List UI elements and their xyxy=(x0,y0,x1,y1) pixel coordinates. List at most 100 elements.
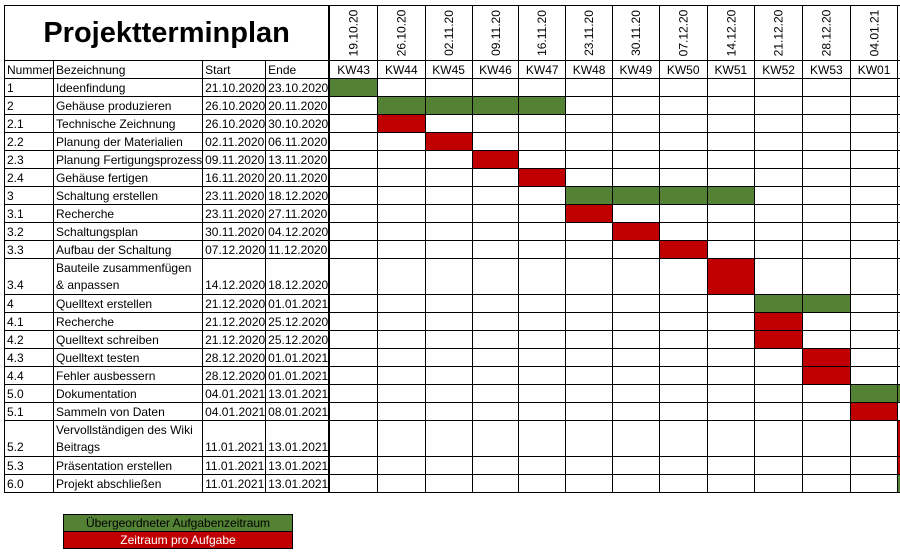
summary-bar-segment xyxy=(328,78,378,97)
timeline-cell xyxy=(424,456,473,475)
task-end: 13.01.2021 xyxy=(265,474,331,493)
task-start: 09.11.2020 xyxy=(202,150,267,169)
timeline-cell xyxy=(424,384,473,403)
task-name: Schaltung erstellen xyxy=(53,186,204,205)
timeline-cell xyxy=(424,186,473,205)
timeline-cell xyxy=(376,258,426,295)
task-end: 13.01.2021 xyxy=(265,456,331,475)
timeline-cell xyxy=(328,222,378,241)
week-date-header: 09.11.20 xyxy=(471,5,520,61)
timeline-cell xyxy=(754,96,803,115)
timeline-cell xyxy=(754,150,803,169)
timeline-cell xyxy=(471,222,520,241)
timeline-cell xyxy=(611,348,660,367)
timeline-cell xyxy=(849,312,899,331)
task-bar-segment xyxy=(611,222,660,241)
week-date-label: 07.12.20 xyxy=(676,9,691,57)
timeline-cell xyxy=(658,330,708,349)
summary-bar-segment xyxy=(754,294,803,313)
task-name: Projekt abschließen xyxy=(53,474,204,493)
timeline-cell xyxy=(801,96,851,115)
week-date-label: 26.10.20 xyxy=(394,9,409,57)
timeline-cell xyxy=(328,258,378,295)
timeline-cell xyxy=(328,204,378,223)
timeline-cell xyxy=(754,204,803,223)
table-row: 3 Schaltung erstellen 23.11.2020 18.12.2020 xyxy=(3,186,900,205)
timeline-cell xyxy=(801,330,851,349)
timeline-cell xyxy=(849,114,899,133)
summary-bar-segment xyxy=(471,96,520,115)
timeline-cell xyxy=(424,366,473,385)
timeline-cell xyxy=(376,78,426,97)
timeline-cell xyxy=(518,420,567,457)
task-number: 4.3 xyxy=(3,348,55,367)
timeline-cell xyxy=(754,222,803,241)
timeline-cell xyxy=(471,114,520,133)
timeline-cell xyxy=(471,456,520,475)
week-date-label: 28.12.20 xyxy=(819,9,834,57)
task-name: Gehäuse fertigen xyxy=(53,168,204,187)
timeline-cell xyxy=(376,348,426,367)
timeline-cell xyxy=(424,150,473,169)
timeline-cell xyxy=(611,114,660,133)
timeline-cell xyxy=(849,294,899,313)
timeline-cell xyxy=(801,132,851,151)
timeline-cell xyxy=(658,384,708,403)
week-date-header: 04.01.21 xyxy=(849,5,899,61)
task-start: 26.10.2020 xyxy=(202,114,267,133)
timeline-cell xyxy=(801,474,851,493)
task-name: Planung der Materialien xyxy=(53,132,204,151)
timeline-cell xyxy=(565,366,613,385)
task-start: 23.11.2020 xyxy=(202,204,267,223)
task-end: 18.12.2020 xyxy=(265,186,331,205)
task-start: 23.11.2020 xyxy=(202,186,267,205)
timeline-cell xyxy=(376,294,426,313)
timeline-cell xyxy=(706,96,756,115)
timeline-cell xyxy=(376,150,426,169)
timeline-cell xyxy=(801,186,851,205)
timeline-cell xyxy=(706,150,756,169)
timeline-cell xyxy=(658,96,708,115)
timeline-cell xyxy=(849,168,899,187)
timeline-cell xyxy=(706,168,756,187)
task-number: 2.1 xyxy=(3,114,55,133)
timeline-cell xyxy=(328,150,378,169)
timeline-cell xyxy=(565,312,613,331)
timeline-cell xyxy=(424,474,473,493)
timeline-cell xyxy=(376,420,426,457)
week-date-header: 02.11.20 xyxy=(424,5,473,61)
timeline-cell xyxy=(706,240,756,259)
task-start: 21.12.2020 xyxy=(202,312,267,331)
timeline-cell xyxy=(471,366,520,385)
timeline-cell xyxy=(658,150,708,169)
table-row: 2 Gehäuse produzieren 26.10.2020 20.11.2020 xyxy=(3,96,900,115)
timeline-cell xyxy=(518,366,567,385)
timeline-cell xyxy=(706,312,756,331)
table-row: 2.4 Gehäuse fertigen 16.11.2020 20.11.2020 xyxy=(3,168,900,187)
week-date-header: 30.11.20 xyxy=(611,5,660,61)
timeline-cell xyxy=(376,330,426,349)
legend-summary-label: Übergeordneter Aufgabenzeitraum xyxy=(85,516,271,530)
summary-bar-segment xyxy=(897,474,900,493)
timeline-cell xyxy=(849,348,899,367)
timeline-cell xyxy=(754,78,803,97)
task-name: Sammeln von Daten xyxy=(53,402,204,421)
timeline-cell xyxy=(518,222,567,241)
table-row: 4.2 Quelltext schreiben 21.12.2020 25.12.20… xyxy=(3,330,900,349)
task-start: 04.01.2021 xyxy=(202,384,267,403)
timeline-cell xyxy=(518,150,567,169)
timeline-cell xyxy=(518,348,567,367)
timeline-cell xyxy=(706,222,756,241)
timeline-cell xyxy=(424,420,473,457)
timeline-cell xyxy=(328,420,378,457)
timeline-cell xyxy=(611,420,660,457)
timeline-cell xyxy=(849,240,899,259)
timeline-cell xyxy=(849,222,899,241)
task-number: 5.1 xyxy=(3,402,55,421)
summary-bar-segment xyxy=(424,96,473,115)
summary-bar-segment xyxy=(376,96,426,115)
timeline-cell xyxy=(518,402,567,421)
timeline-cell xyxy=(471,168,520,187)
timeline-cell xyxy=(754,348,803,367)
task-bar-segment xyxy=(849,402,899,421)
